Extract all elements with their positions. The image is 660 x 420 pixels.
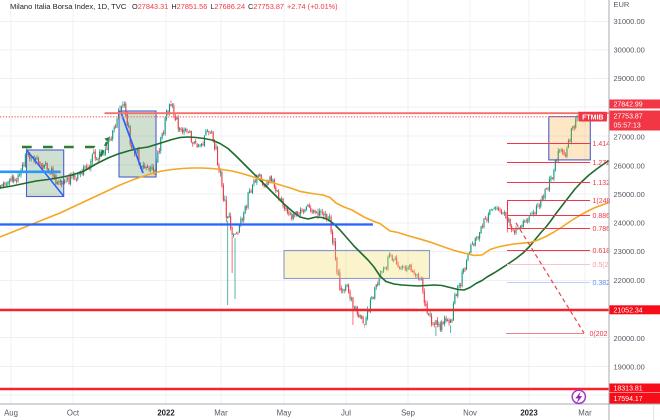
svg-text:22000.00: 22000.00 xyxy=(614,276,645,285)
svg-text:Aug: Aug xyxy=(4,409,18,418)
svg-text:0.382: 0.382 xyxy=(593,280,611,287)
svg-text:Jul: Jul xyxy=(341,409,351,418)
svg-text:0.5(2: 0.5(2 xyxy=(593,262,609,269)
svg-text:23000.00: 23000.00 xyxy=(614,247,645,256)
svg-text:Milano Italia Borsa Index, 1D,: Milano Italia Borsa Index, 1D, TVC xyxy=(10,2,127,11)
svg-text:Mar: Mar xyxy=(578,409,592,418)
svg-text:2022: 2022 xyxy=(157,409,175,418)
svg-text:May: May xyxy=(277,409,292,418)
svg-text:1.272: 1.272 xyxy=(593,160,611,167)
svg-text:1.414: 1.414 xyxy=(593,141,611,148)
svg-text:Sep: Sep xyxy=(401,409,416,418)
svg-text:27753.87: 27753.87 xyxy=(614,113,643,120)
svg-text:0(202: 0(202 xyxy=(590,331,608,338)
svg-text:1(248: 1(248 xyxy=(593,198,611,205)
svg-text:18313.81: 18313.81 xyxy=(614,386,643,393)
svg-text:1.132: 1.132 xyxy=(593,180,611,187)
svg-text:0.618: 0.618 xyxy=(593,248,611,255)
svg-text:31000.00: 31000.00 xyxy=(614,17,645,26)
svg-text:05:57:13: 05:57:13 xyxy=(614,122,641,129)
svg-text:27842.99: 27842.99 xyxy=(614,102,643,109)
svg-text:0.786: 0.786 xyxy=(593,226,611,233)
svg-text:Nov: Nov xyxy=(463,409,477,418)
svg-text:Oct: Oct xyxy=(67,409,80,418)
svg-text:19000.00: 19000.00 xyxy=(614,363,645,372)
svg-text:20000.00: 20000.00 xyxy=(614,334,645,343)
svg-text:26000.00: 26000.00 xyxy=(614,162,645,171)
svg-text:17594.17: 17594.17 xyxy=(614,396,643,403)
svg-text:25000.00: 25000.00 xyxy=(614,190,645,199)
svg-text:2023: 2023 xyxy=(520,409,538,418)
svg-text:30000.00: 30000.00 xyxy=(614,46,645,55)
svg-text:EUR: EUR xyxy=(614,0,630,9)
svg-text:Mar: Mar xyxy=(214,409,228,418)
svg-text:0.886: 0.886 xyxy=(593,213,611,220)
svg-text:24000.00: 24000.00 xyxy=(614,219,645,228)
svg-text:21052.34: 21052.34 xyxy=(614,307,643,314)
svg-text:29000.00: 29000.00 xyxy=(614,74,645,83)
svg-text:27000.00: 27000.00 xyxy=(614,133,645,142)
svg-text:FTMIB: FTMIB xyxy=(582,114,603,121)
